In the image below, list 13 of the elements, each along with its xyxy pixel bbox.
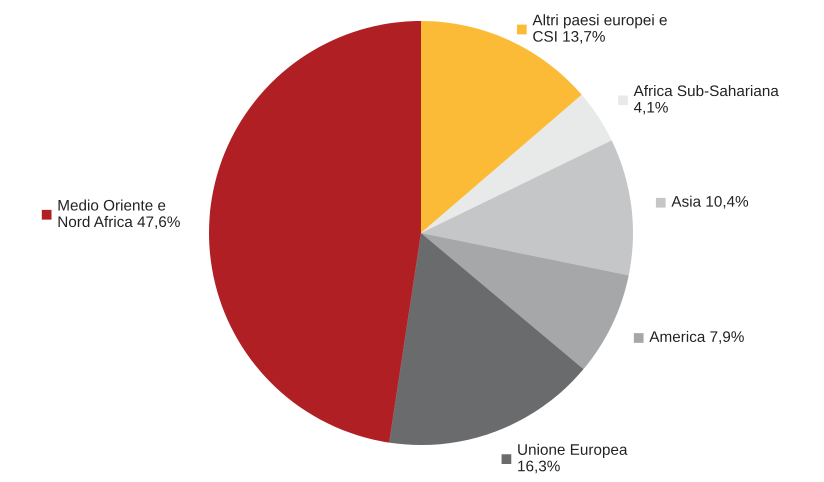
legend-label: Medio Oriente e Nord Africa 47,6% bbox=[58, 199, 180, 229]
pie-slice bbox=[389, 233, 584, 445]
legend-label: Altri paesi europei e CSI 13,7% bbox=[532, 14, 667, 44]
pie-slice bbox=[421, 140, 633, 276]
pie-slice bbox=[209, 21, 421, 443]
legend-label: Asia 10,4% bbox=[671, 196, 748, 209]
data-label: 16,3% bbox=[518, 460, 560, 474]
legend-label: America 7,9% bbox=[649, 330, 744, 344]
pie-slice bbox=[421, 233, 629, 370]
legend-label: Africa Sub-Sahariana bbox=[634, 84, 779, 96]
data-label: 4,1% bbox=[634, 102, 668, 114]
legend-label: Unione Europea bbox=[518, 444, 628, 458]
pie-slice bbox=[421, 94, 612, 233]
